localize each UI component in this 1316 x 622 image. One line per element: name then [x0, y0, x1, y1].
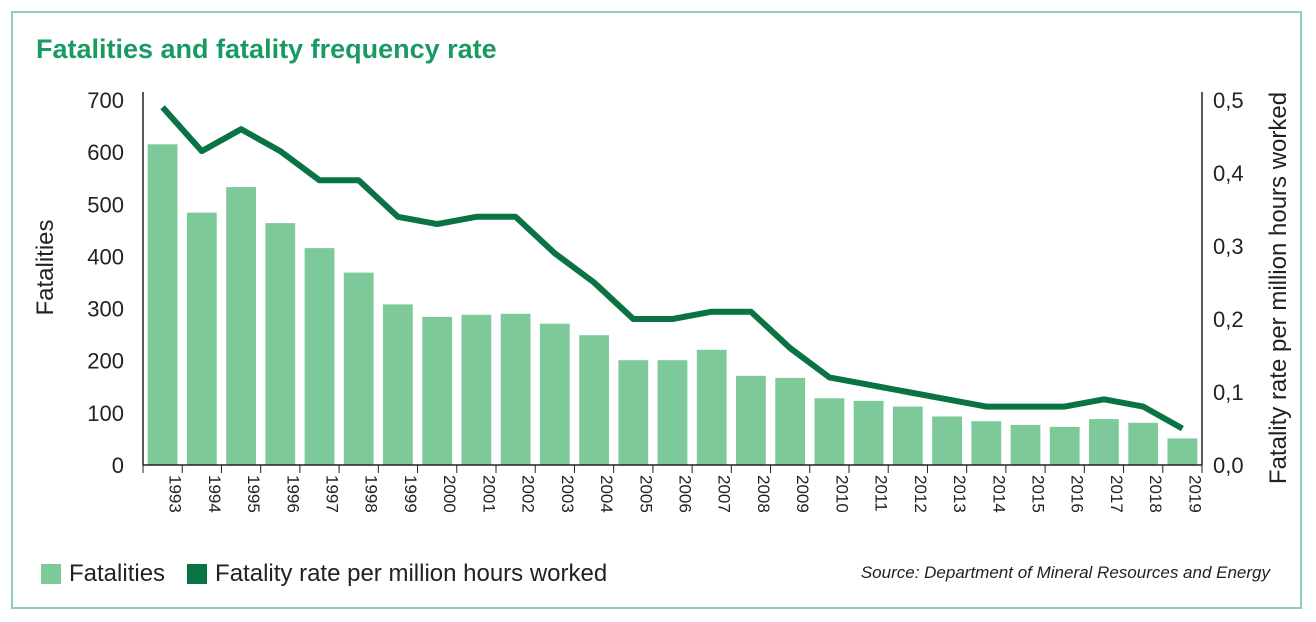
x-tick-label-2000: 2000 [440, 475, 459, 513]
x-tick-label-2005: 2005 [636, 475, 655, 513]
y-right-tick-label-0,4: 0,4 [1213, 161, 1244, 186]
bar-2011 [853, 400, 884, 465]
bar-2019 [1167, 438, 1198, 465]
y-tick-label-600: 600 [87, 140, 124, 165]
bar-1997 [304, 248, 335, 465]
bar-2015 [1010, 424, 1041, 465]
x-tick-label-2002: 2002 [519, 475, 538, 513]
x-tick-label-2013: 2013 [950, 475, 969, 513]
x-tick-label-1997: 1997 [323, 475, 342, 513]
bar-2014 [971, 421, 1002, 465]
legend-item-fatalities: Fatalities [41, 560, 165, 588]
legend-item-rate: Fatality rate per million hours worked [187, 560, 607, 588]
y-tick-label-300: 300 [87, 297, 124, 322]
x-tick-label-2004: 2004 [597, 475, 616, 513]
x-tick-label-2010: 2010 [832, 475, 851, 513]
bar-2004 [579, 335, 609, 465]
x-tick-label-2019: 2019 [1185, 475, 1204, 513]
legend-swatch-rate [187, 564, 208, 584]
bar-1993 [147, 144, 178, 466]
x-tick-label-2003: 2003 [558, 475, 577, 513]
y-right-tick-label-0,5: 0,5 [1213, 88, 1244, 113]
x-tick-label-2016: 2016 [1068, 475, 1087, 513]
y-axis-title: Fatalities [32, 219, 59, 315]
bar-1996 [265, 223, 296, 465]
bar-1998 [343, 272, 374, 465]
chart-title: Fatalities and fatality frequency rate [36, 34, 497, 64]
source-note: Source: Department of Mineral Resources … [860, 563, 1270, 582]
x-tick-label-1999: 1999 [401, 475, 420, 513]
bar-1999 [383, 304, 413, 465]
y-right-axis-title: Fatality rate per million hours worked [1265, 92, 1292, 484]
bar-2006 [657, 360, 688, 465]
x-tick-label-1995: 1995 [244, 475, 263, 513]
x-tick-label-2006: 2006 [676, 475, 695, 513]
x-tick-label-2014: 2014 [989, 475, 1008, 513]
x-tick-label-2007: 2007 [715, 475, 734, 513]
bar-2012 [892, 406, 923, 465]
x-tick-label-2001: 2001 [479, 475, 498, 513]
x-tick-label-1998: 1998 [362, 475, 381, 513]
bar-2007 [696, 349, 727, 465]
bar-2003 [539, 323, 570, 465]
bar-2008 [736, 375, 766, 465]
bar-2010 [814, 398, 845, 465]
bar-2002 [500, 313, 531, 465]
bar-2018 [1128, 422, 1159, 465]
x-tick-label-2015: 2015 [1029, 475, 1048, 513]
chart-frame [11, 11, 1302, 609]
bar-2000 [422, 316, 453, 465]
y-right-tick-label-0,2: 0,2 [1213, 307, 1244, 332]
y-right-tick-label-0,1: 0,1 [1213, 380, 1244, 405]
bar-2017 [1089, 419, 1119, 465]
y-tick-label-500: 500 [87, 192, 124, 217]
bar-2009 [775, 377, 806, 465]
x-tick-label-1993: 1993 [166, 475, 185, 513]
y-tick-label-700: 700 [87, 88, 124, 113]
x-tick-label-1994: 1994 [205, 475, 224, 513]
legend-label-fatalities: Fatalities [69, 560, 166, 587]
legend-swatch-fatalities [41, 564, 61, 584]
x-tick-label-2008: 2008 [754, 475, 773, 513]
x-tick-label-2012: 2012 [911, 475, 930, 513]
x-tick-label-2017: 2017 [1107, 475, 1126, 513]
legend-label-rate: Fatality rate per million hours worked [215, 560, 608, 587]
y-right-tick-label-0,0: 0,0 [1213, 453, 1244, 478]
chart-legend: Fatalities Fatality rate per million hou… [41, 560, 629, 588]
x-tick-label-2011: 2011 [872, 475, 891, 512]
y-right-tick-label-0,3: 0,3 [1213, 234, 1244, 259]
y-tick-label-200: 200 [87, 349, 124, 374]
bar-2001 [461, 314, 492, 465]
bar-2005 [618, 360, 649, 465]
y-tick-label-0: 0 [112, 453, 124, 478]
y-tick-label-100: 100 [87, 401, 124, 426]
bar-2013 [932, 416, 962, 465]
x-tick-label-2018: 2018 [1146, 475, 1165, 513]
x-tick-label-2009: 2009 [793, 475, 812, 513]
y-tick-label-400: 400 [87, 244, 124, 269]
bar-1995 [226, 187, 256, 465]
x-tick-label-1996: 1996 [283, 475, 302, 513]
bar-1994 [186, 212, 217, 465]
bar-2016 [1049, 426, 1080, 465]
